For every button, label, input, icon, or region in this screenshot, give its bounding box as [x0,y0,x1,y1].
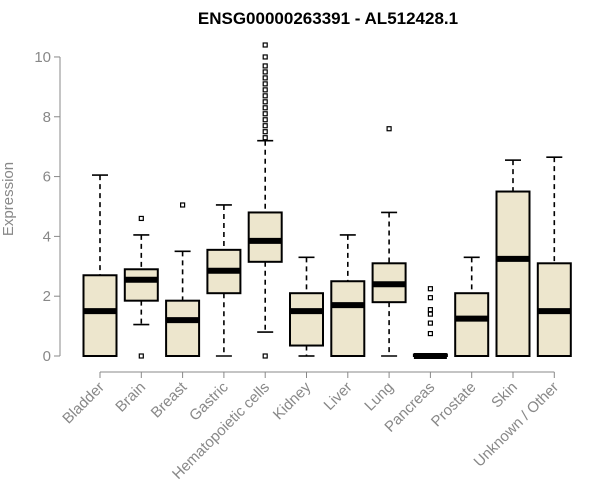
outlier-point [262,129,268,135]
outlier-point [262,111,268,117]
box-iqr [247,211,283,263]
box-iqr [495,190,531,357]
outlier-point [427,330,433,337]
box-iqr [82,274,118,357]
outlier-point [262,63,268,69]
box-bladder [82,174,118,357]
box-iqr [165,299,201,358]
outlier-point [262,75,268,81]
box-lung [371,126,407,357]
outlier-point [427,311,433,317]
outlier-point [180,202,186,208]
box-prostate [454,256,490,358]
x-tick-label: Liver [321,379,356,414]
y-tick-label: 6 [43,169,51,186]
chart-title: ENSG00000263391 - AL512428.1 [198,9,458,28]
x-tick-label: Brain [112,379,149,416]
outlier-point [138,215,144,222]
x-tick-label: Bladder [59,379,108,428]
x-tick-label: Lung [361,379,397,415]
outlier-point [138,353,144,359]
box-liver [330,234,366,357]
outlier-point [262,54,268,60]
x-tick-label: Skin [488,379,521,412]
outlier-point [427,320,433,326]
box-series [82,42,572,359]
box-brain [123,215,159,359]
outlier-point [262,42,268,48]
outlier-point [262,69,268,75]
box-skin [495,159,531,357]
box-breast [165,202,201,358]
box-iqr [454,292,490,358]
outlier-point [427,295,433,301]
box-pancreas [412,286,448,359]
y-tick-label: 8 [43,109,51,126]
y-axis: 0 2 4 6 8 10 [34,49,61,365]
x-tick-label: Breast [148,378,191,421]
outlier-point [262,353,268,359]
outlier-point [262,87,268,93]
outlier-point [262,99,268,105]
y-tick-label: 0 [43,348,51,365]
box-unknown-other [536,156,572,357]
x-tick-label: Kidney [270,378,315,423]
outlier-point [262,105,268,111]
box-gastric [206,204,242,357]
outlier-point [262,93,268,99]
box-iqr [123,268,159,302]
outlier-point [262,123,268,129]
y-tick-label: 4 [43,228,51,245]
box-hematopoietic-cells [247,42,283,359]
box-kidney [289,256,324,357]
x-tick-label: Prostate [428,379,480,431]
box-iqr [330,280,366,357]
y-axis-label: Expression [0,162,17,236]
outlier-point [386,126,392,132]
outlier-point [427,307,433,313]
y-tick-label: 2 [43,288,51,305]
y-tick-label: 10 [34,49,51,66]
outlier-point [262,81,268,87]
box-iqr [289,292,324,347]
outlier-point [427,286,433,292]
outlier-point [262,135,268,141]
outlier-point [262,117,268,123]
